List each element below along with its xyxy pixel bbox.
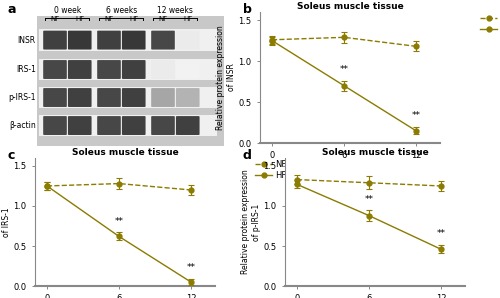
Title: Soleus muscle tissue: Soleus muscle tissue <box>322 148 428 157</box>
Title: Soleus muscle tissue: Soleus muscle tissue <box>72 148 178 157</box>
Text: NF: NF <box>50 16 59 22</box>
FancyBboxPatch shape <box>97 88 121 107</box>
FancyBboxPatch shape <box>40 59 217 80</box>
Y-axis label: Relative protein expression
of p-IRS-1: Relative protein expression of p-IRS-1 <box>242 170 261 274</box>
FancyBboxPatch shape <box>43 31 67 49</box>
FancyBboxPatch shape <box>43 88 67 107</box>
FancyBboxPatch shape <box>122 60 146 79</box>
Text: b: b <box>242 3 252 16</box>
Y-axis label: Relative protein expression
of IRS-1: Relative protein expression of IRS-1 <box>0 170 11 274</box>
FancyBboxPatch shape <box>151 88 175 107</box>
FancyBboxPatch shape <box>37 16 224 146</box>
FancyBboxPatch shape <box>176 31 200 49</box>
Text: NF: NF <box>158 16 168 22</box>
FancyBboxPatch shape <box>151 31 175 49</box>
Text: IRS-1: IRS-1 <box>16 65 36 74</box>
FancyBboxPatch shape <box>68 116 92 135</box>
FancyBboxPatch shape <box>97 116 121 135</box>
FancyBboxPatch shape <box>40 115 217 136</box>
Text: **: ** <box>436 229 446 238</box>
FancyBboxPatch shape <box>43 60 67 79</box>
FancyBboxPatch shape <box>40 29 217 51</box>
FancyBboxPatch shape <box>40 87 217 108</box>
FancyBboxPatch shape <box>43 116 67 135</box>
Legend: NF, HF: NF, HF <box>255 159 286 180</box>
Text: a: a <box>8 3 16 16</box>
FancyBboxPatch shape <box>68 31 92 49</box>
FancyBboxPatch shape <box>176 88 200 107</box>
FancyBboxPatch shape <box>176 60 200 79</box>
Text: p-IRS-1: p-IRS-1 <box>8 93 36 102</box>
FancyBboxPatch shape <box>122 31 146 49</box>
Text: **: ** <box>186 263 196 272</box>
Text: **: ** <box>114 217 124 226</box>
Text: **: ** <box>340 65 348 74</box>
Title: Soleus muscle tissue: Soleus muscle tissue <box>296 2 404 11</box>
Text: 0 week: 0 week <box>54 6 81 15</box>
FancyBboxPatch shape <box>176 116 200 135</box>
FancyBboxPatch shape <box>122 116 146 135</box>
Text: 6 weeks: 6 weeks <box>106 6 137 15</box>
Text: d: d <box>242 149 252 162</box>
Text: **: ** <box>364 195 374 204</box>
FancyBboxPatch shape <box>97 31 121 49</box>
FancyBboxPatch shape <box>97 60 121 79</box>
Legend: NF, HF: NF, HF <box>480 13 500 34</box>
FancyBboxPatch shape <box>68 88 92 107</box>
FancyBboxPatch shape <box>122 88 146 107</box>
FancyBboxPatch shape <box>151 60 175 79</box>
Text: HF: HF <box>183 16 192 22</box>
Text: β-actin: β-actin <box>9 121 36 130</box>
Text: 12 weeks: 12 weeks <box>158 6 194 15</box>
Text: INSR: INSR <box>18 35 36 45</box>
Y-axis label: Relative protein expression
of INSR: Relative protein expression of INSR <box>216 25 236 130</box>
Text: **: ** <box>412 111 420 120</box>
Text: NF: NF <box>104 16 114 22</box>
FancyBboxPatch shape <box>151 116 175 135</box>
X-axis label: Time (week): Time (week) <box>322 166 378 175</box>
Text: HF: HF <box>129 16 138 22</box>
Text: c: c <box>8 149 15 162</box>
FancyBboxPatch shape <box>68 60 92 79</box>
Text: HF: HF <box>75 16 85 22</box>
